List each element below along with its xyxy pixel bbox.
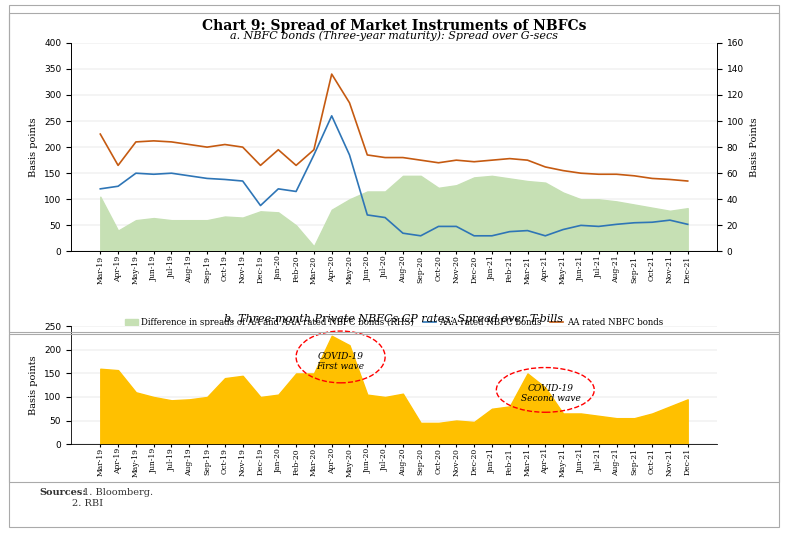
AA rated NBFC bonds xyxy=(648,175,657,181)
AAA rated NBFC bonds xyxy=(113,183,123,189)
AA rated NBFC bonds xyxy=(184,141,194,148)
AAA rated NBFC bonds xyxy=(167,170,177,177)
AA rated NBFC bonds xyxy=(362,152,372,158)
AAA rated NBFC bonds xyxy=(683,221,693,227)
AAA rated NBFC bonds xyxy=(238,178,247,184)
Legend: Difference in spreads of AA and AAA rated NBFC bonds (RHS), AAA rated NBFC bonds: Difference in spreads of AA and AAA rate… xyxy=(121,314,667,330)
AAA rated NBFC bonds xyxy=(559,226,568,233)
AAA rated NBFC bonds xyxy=(362,212,372,218)
AAA rated NBFC bonds xyxy=(594,223,604,230)
AA rated NBFC bonds xyxy=(256,162,266,169)
AA rated NBFC bonds xyxy=(470,158,479,165)
AAA rated NBFC bonds xyxy=(416,233,426,239)
AA rated NBFC bonds xyxy=(398,154,407,160)
AAA rated NBFC bonds xyxy=(630,219,639,226)
AAA rated NBFC bonds xyxy=(487,233,496,239)
Text: 1. Bloomberg.: 1. Bloomberg. xyxy=(83,488,153,497)
AA rated NBFC bonds xyxy=(238,144,247,150)
AAA rated NBFC bonds xyxy=(648,219,657,225)
AAA rated NBFC bonds xyxy=(576,222,585,228)
AAA rated NBFC bonds xyxy=(381,215,390,221)
AA rated NBFC bonds xyxy=(665,176,675,182)
AA rated NBFC bonds xyxy=(95,131,105,137)
AA rated NBFC bonds xyxy=(167,139,177,145)
AAA rated NBFC bonds xyxy=(665,217,675,224)
AA rated NBFC bonds xyxy=(487,157,496,163)
AA rated NBFC bonds xyxy=(611,171,621,178)
AA rated NBFC bonds xyxy=(433,159,443,166)
AA rated NBFC bonds xyxy=(522,157,532,163)
Text: Chart 9: Spread of Market Instruments of NBFCs: Chart 9: Spread of Market Instruments of… xyxy=(202,19,586,33)
AAA rated NBFC bonds xyxy=(256,202,266,209)
AAA rated NBFC bonds xyxy=(309,152,318,158)
AAA rated NBFC bonds xyxy=(611,221,621,227)
AAA rated NBFC bonds xyxy=(470,233,479,239)
AA rated NBFC bonds xyxy=(452,157,461,163)
AA rated NBFC bonds xyxy=(113,162,123,169)
Text: 2. RBI: 2. RBI xyxy=(72,499,103,508)
AAA rated NBFC bonds xyxy=(220,176,229,182)
AA rated NBFC bonds xyxy=(220,141,229,148)
AA rated NBFC bonds xyxy=(576,170,585,177)
AA rated NBFC bonds xyxy=(381,154,390,160)
Line: AAA rated NBFC bonds: AAA rated NBFC bonds xyxy=(100,116,688,236)
AA rated NBFC bonds xyxy=(149,137,158,144)
AAA rated NBFC bonds xyxy=(184,173,194,179)
Text: COVID-19
Second wave: COVID-19 Second wave xyxy=(521,384,581,403)
AA rated NBFC bonds xyxy=(327,71,336,77)
AA rated NBFC bonds xyxy=(541,164,550,170)
AAA rated NBFC bonds xyxy=(292,188,301,195)
AAA rated NBFC bonds xyxy=(433,223,443,230)
AA rated NBFC bonds xyxy=(273,147,283,153)
Text: Sources:: Sources: xyxy=(39,488,86,497)
AA rated NBFC bonds xyxy=(292,162,301,169)
AAA rated NBFC bonds xyxy=(452,223,461,230)
AA rated NBFC bonds xyxy=(630,173,639,179)
Title: b. Three-month Private NBFCs CP rates: Spread over T-bills: b. Three-month Private NBFCs CP rates: S… xyxy=(225,314,563,324)
AAA rated NBFC bonds xyxy=(541,233,550,239)
AAA rated NBFC bonds xyxy=(398,230,407,236)
Y-axis label: Basis points: Basis points xyxy=(29,117,39,177)
AA rated NBFC bonds xyxy=(559,167,568,174)
AAA rated NBFC bonds xyxy=(327,112,336,119)
AA rated NBFC bonds xyxy=(131,139,140,145)
Title: a. NBFC bonds (Three-year maturity): Spread over G-secs: a. NBFC bonds (Three-year maturity): Spr… xyxy=(230,30,558,41)
AA rated NBFC bonds xyxy=(345,100,355,106)
Y-axis label: Basis Points: Basis Points xyxy=(749,117,759,177)
AAA rated NBFC bonds xyxy=(149,171,158,178)
AA rated NBFC bonds xyxy=(416,157,426,163)
AA rated NBFC bonds xyxy=(594,171,604,178)
AAA rated NBFC bonds xyxy=(131,170,140,177)
AAA rated NBFC bonds xyxy=(203,175,212,181)
AAA rated NBFC bonds xyxy=(522,227,532,234)
AA rated NBFC bonds xyxy=(309,147,318,153)
AAA rated NBFC bonds xyxy=(273,186,283,192)
AA rated NBFC bonds xyxy=(505,155,515,162)
Y-axis label: Basis points: Basis points xyxy=(29,355,39,415)
AAA rated NBFC bonds xyxy=(345,152,355,158)
AAA rated NBFC bonds xyxy=(505,228,515,235)
AAA rated NBFC bonds xyxy=(95,186,105,192)
Line: AA rated NBFC bonds: AA rated NBFC bonds xyxy=(100,74,688,181)
Text: COVID-19
First wave: COVID-19 First wave xyxy=(317,352,365,371)
AA rated NBFC bonds xyxy=(203,144,212,150)
AA rated NBFC bonds xyxy=(683,178,693,184)
